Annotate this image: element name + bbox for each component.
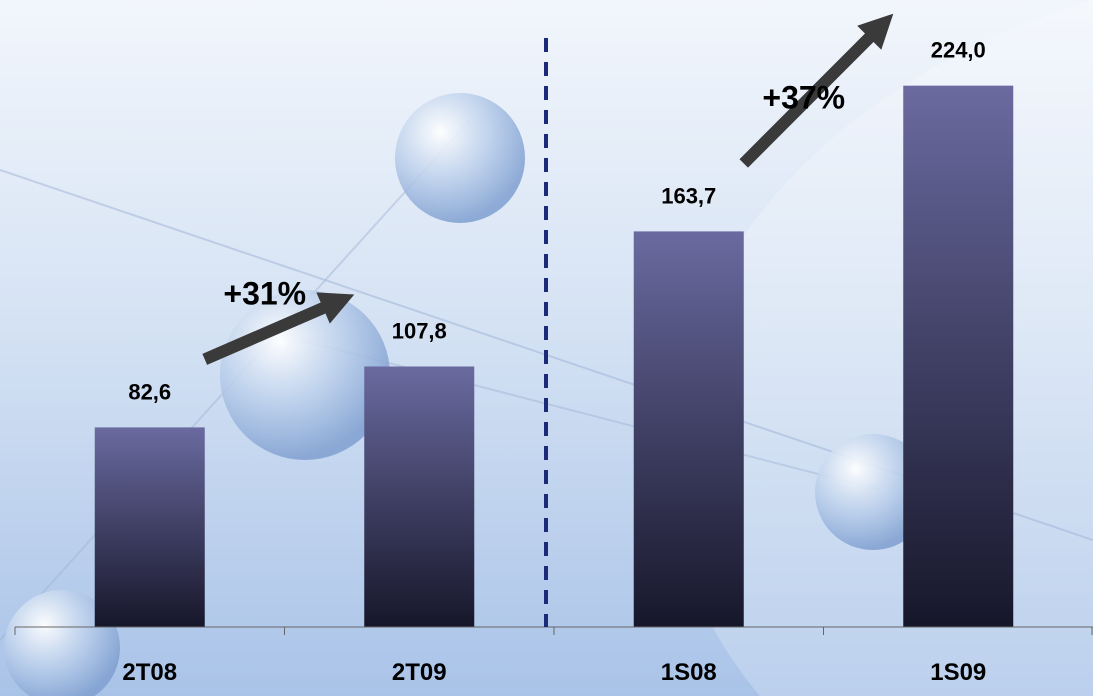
data-labels-group: 82,6 107,8 163,7 224,0 (128, 38, 985, 405)
growth-annotations-group: +31% +37% (202, 13, 894, 365)
growth-arrow-icon (202, 292, 355, 365)
bar-2t09 (364, 366, 475, 627)
background-sphere (815, 434, 931, 550)
bar-1s09 (903, 85, 1014, 627)
data-label-2t08: 82,6 (128, 379, 171, 404)
tick-label-1s09: 1S09 (930, 659, 986, 686)
data-label-1s08: 163,7 (661, 183, 716, 208)
tick-label-1s08: 1S08 (661, 659, 717, 686)
background-sphere (395, 93, 525, 223)
data-label-2t09: 107,8 (392, 318, 447, 343)
tick-label-2t09: 2T09 (392, 659, 447, 686)
background-line (299, 339, 881, 491)
data-label-1s09: 224,0 (931, 38, 986, 63)
bars-group (94, 85, 1014, 627)
growth-label: +37% (762, 79, 845, 115)
background-sphere (4, 590, 120, 696)
growth-label: +31% (223, 275, 306, 311)
x-axis: 2T08 2T09 1S08 1S09 (14, 38, 1093, 686)
growth-arrow-icon (739, 13, 894, 168)
bar-2t08 (94, 427, 205, 627)
tick-label-2t08: 2T08 (122, 659, 177, 686)
bar-1s08 (633, 231, 744, 627)
